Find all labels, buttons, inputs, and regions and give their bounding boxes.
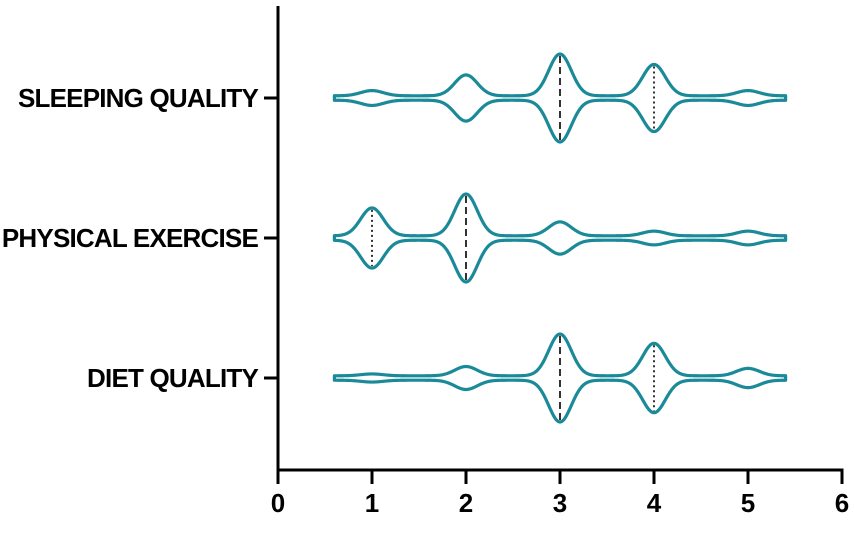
x-tick-label: 6 [835,488,849,518]
x-tick-label: 0 [271,488,285,518]
violin-shape [332,332,788,424]
category-label: PHYSICAL EXERCISE [2,223,259,253]
category-label: SLEEPING QUALITY [18,83,258,113]
axes-layer [264,6,844,484]
violin-shape [332,52,788,144]
x-tick-label: 2 [459,488,473,518]
violins-layer [332,52,788,424]
labels-layer: SLEEPING QUALITY PHYSICAL EXERCISE DIET QU… [2,83,849,518]
x-tick-label: 3 [553,488,567,518]
x-tick-label: 1 [365,488,379,518]
x-tick-label: 5 [741,488,755,518]
category-label: DIET QUALITY [87,363,258,393]
x-tick-label: 4 [647,488,662,518]
violin-shape [332,192,788,284]
